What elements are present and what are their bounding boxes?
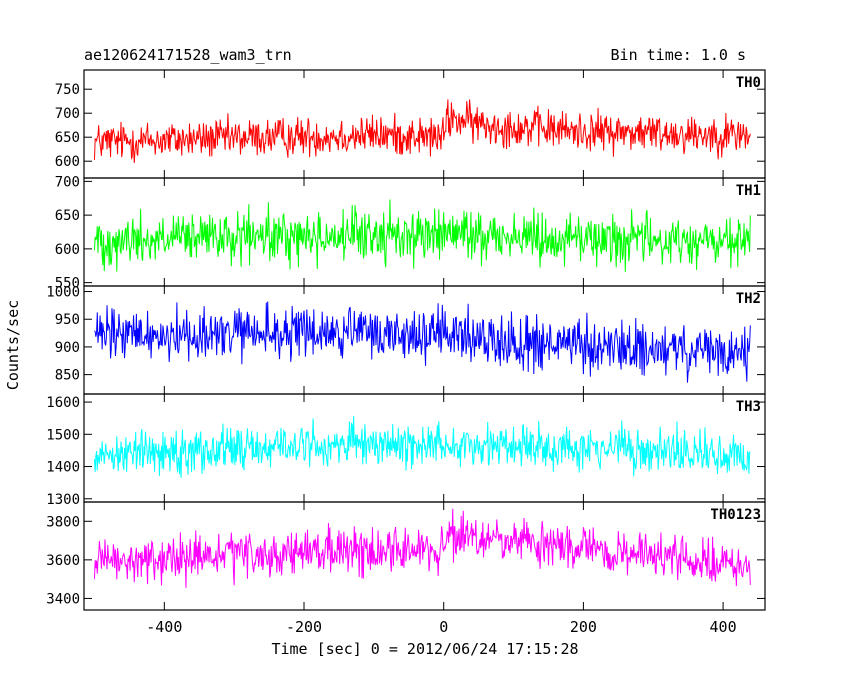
bin-time-label: Bin time: 1.0 s (611, 46, 746, 64)
series-line-th1 (93, 199, 751, 272)
y-tick-label: 3800 (46, 514, 80, 530)
panel-frame-th0123 (83, 501, 766, 611)
y-tick-label: 1600 (46, 395, 80, 411)
x-tick-label: -400 (146, 618, 182, 636)
y-tick-label: 650 (55, 130, 80, 146)
y-tick-label: 950 (55, 312, 80, 328)
x-tick-label: -200 (286, 618, 322, 636)
x-tick-label: 400 (710, 618, 737, 636)
y-tick-label: 850 (55, 368, 80, 384)
panel-label-th1: TH1 (736, 183, 761, 199)
chart-title: ae120624171528_wam3_trn (84, 46, 292, 64)
panel-frame-th0 (83, 69, 766, 179)
series-line-th0123 (93, 508, 751, 588)
y-tick-label: 550 (55, 276, 80, 292)
y-axis-label: Counts/sec (4, 300, 22, 390)
series-line-th3 (93, 416, 751, 478)
panel-label-th2: TH2 (736, 291, 761, 307)
y-tick-label: 3400 (46, 591, 80, 607)
y-tick-label: 1400 (46, 460, 80, 476)
y-tick-label: 750 (55, 82, 80, 98)
x-tick-label: 0 (439, 618, 448, 636)
x-tick-label: 200 (570, 618, 597, 636)
y-tick-label: 1500 (46, 427, 80, 443)
y-tick-label: 3600 (46, 553, 80, 569)
x-axis-label: Time [sec] 0 = 2012/06/24 17:15:28 (271, 640, 578, 658)
y-tick-label: 1300 (46, 492, 80, 508)
series-line-th2 (94, 301, 751, 383)
y-tick-label: 900 (55, 340, 80, 356)
y-tick-label: 700 (55, 106, 80, 122)
y-tick-label: 600 (55, 154, 80, 170)
panel-label-th0: TH0 (736, 75, 761, 91)
y-tick-label: 650 (55, 208, 80, 224)
panel-label-th0123: TH0123 (710, 507, 761, 523)
panel-label-th3: TH3 (736, 399, 761, 415)
y-tick-label: 1000 (46, 285, 80, 301)
y-tick-label: 600 (55, 242, 80, 258)
series-line-th0 (93, 99, 751, 163)
panels-group: 600 650 700 750 TH0 550 600 650 700 TH1 850 900 950 1… (46, 69, 766, 636)
y-tick-label: 700 (55, 174, 80, 190)
